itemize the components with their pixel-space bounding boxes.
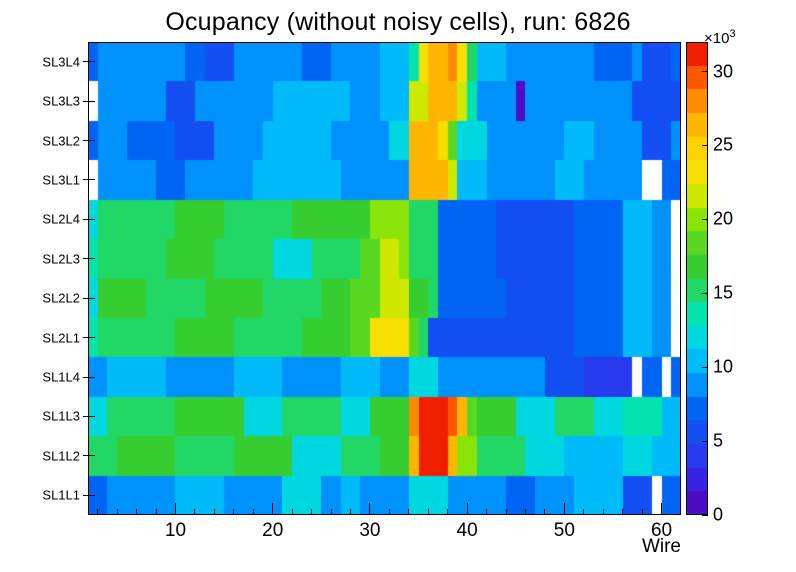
z-tick-label: 5 bbox=[713, 430, 724, 451]
y-axis-label: SL1L1 bbox=[42, 487, 80, 503]
x-axis-label: Wire bbox=[641, 536, 681, 557]
z-tick-label: 25 bbox=[713, 134, 734, 155]
y-axis-label: SL2L4 bbox=[42, 211, 80, 227]
y-axis-label: SL3L3 bbox=[42, 93, 80, 109]
z-tick-label: 20 bbox=[713, 208, 734, 229]
z-tick-label: 30 bbox=[713, 61, 734, 82]
x-tick-label: 40 bbox=[456, 520, 478, 541]
y-axis-label: SL3L1 bbox=[42, 172, 80, 188]
y-axis-label: SL2L1 bbox=[42, 330, 80, 346]
y-axis-label: SL1L4 bbox=[42, 369, 80, 385]
z-tick-label: 10 bbox=[713, 356, 734, 377]
y-axis-label: SL2L3 bbox=[42, 251, 80, 267]
colorbar-scale-label: ×103 bbox=[704, 28, 736, 47]
chart-title: Ocupancy (without noisy cells), run: 682… bbox=[165, 8, 631, 36]
y-axis-label: SL1L2 bbox=[42, 448, 80, 464]
z-tick-label: 15 bbox=[713, 282, 734, 303]
colorbar-scale-exponent: 3 bbox=[729, 28, 736, 40]
y-axis-label: SL3L2 bbox=[42, 133, 80, 149]
x-tick-label: 10 bbox=[164, 520, 187, 541]
y-axis-label: SL2L2 bbox=[42, 290, 80, 306]
heatmap bbox=[88, 42, 681, 515]
y-axis-label: SL1L3 bbox=[42, 408, 80, 424]
colorbar bbox=[686, 42, 708, 515]
x-tick-label: 20 bbox=[262, 520, 284, 541]
x-tick-label: 30 bbox=[359, 520, 381, 541]
y-axis-label: SL3L4 bbox=[42, 54, 80, 70]
colorbar-scale-base: ×10 bbox=[704, 30, 730, 47]
z-tick-label: 0 bbox=[713, 504, 724, 525]
